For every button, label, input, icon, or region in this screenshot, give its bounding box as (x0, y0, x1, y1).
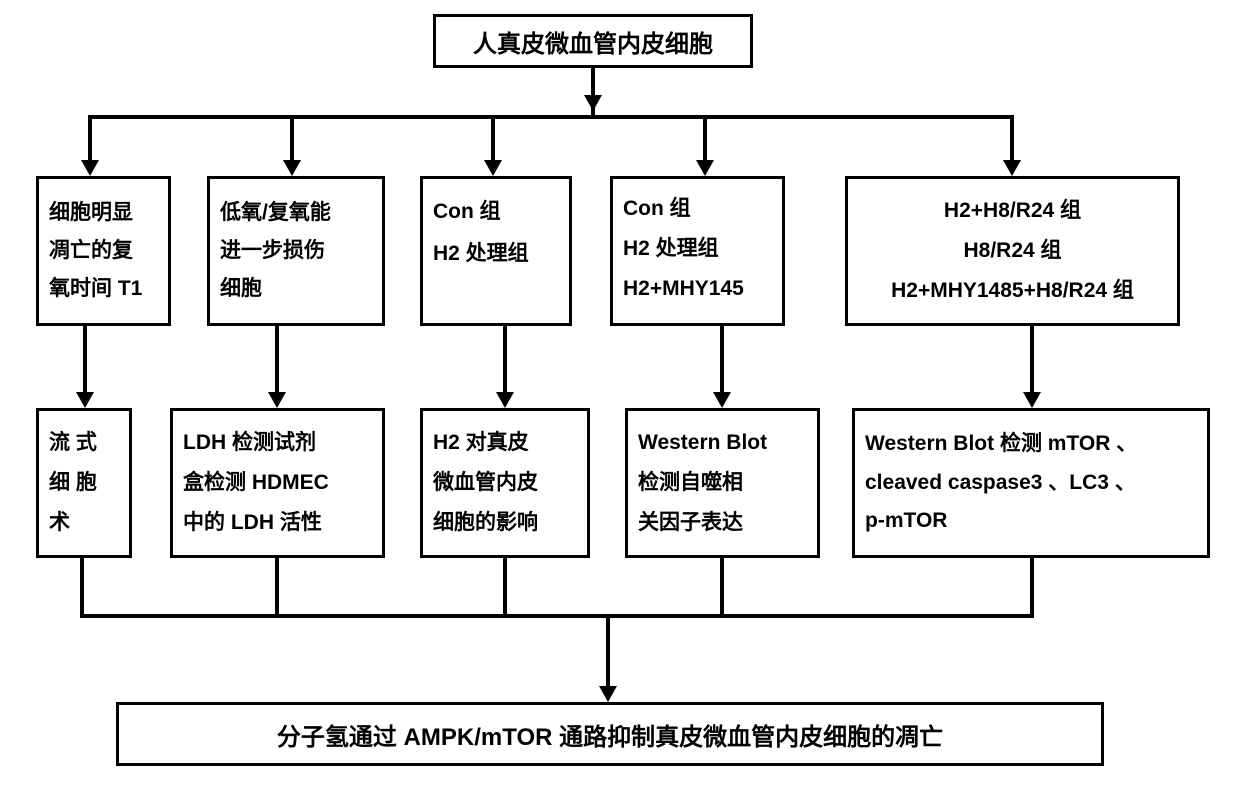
text: Con 组 (433, 191, 559, 233)
text: H2 处理组 (623, 229, 772, 269)
text: H2+MHY145 (623, 269, 772, 309)
arrow (696, 160, 714, 176)
connector (275, 558, 279, 618)
text: 细胞的影响 (433, 503, 577, 543)
arrow (268, 392, 286, 408)
bot-node-5: Western Blot 检测 mTOR 、 cleaved caspase3 … (852, 408, 1210, 558)
text: 氧时间 T1 (49, 270, 158, 308)
arrow (1023, 392, 1041, 408)
mid-node-2: 低氧/复氧能 进一步损伤 细胞 (207, 176, 385, 326)
final-node: 分子氢通过 AMPK/mTOR 通路抑制真皮微血管内皮细胞的凋亡 (116, 702, 1104, 766)
bot-node-2: LDH 检测试剂 盒检测 HDMEC 中的 LDH 活性 (170, 408, 385, 558)
text: H2 对真皮 (433, 423, 577, 463)
bot-node-3: H2 对真皮 微血管内皮 细胞的影响 (420, 408, 590, 558)
connector (720, 558, 724, 618)
text: LDH 检测试剂 (183, 423, 372, 463)
arrow (599, 686, 617, 702)
text: p-mTOR (865, 502, 1197, 541)
bot-node-4: Western Blot 检测自噬相 关因子表达 (625, 408, 820, 558)
mid-node-5: H2+H8/R24 组 H8/R24 组 H2+MHY1485+H8/R24 组 (845, 176, 1180, 326)
arrow (81, 160, 99, 176)
text: 中的 LDH 活性 (183, 503, 372, 543)
arrow (496, 392, 514, 408)
arrow (484, 160, 502, 176)
connector (1030, 326, 1034, 394)
text: 流 式 (49, 423, 119, 463)
text: 凋亡的复 (49, 232, 158, 270)
text: 细 胞 (49, 463, 119, 503)
text: 盒检测 HDMEC (183, 463, 372, 503)
connector (491, 115, 495, 162)
root-text: 人真皮微血管内皮细胞 (473, 24, 713, 59)
connector (720, 326, 724, 394)
connector (1030, 558, 1034, 618)
connector (290, 115, 294, 162)
connector (88, 115, 92, 162)
text: cleaved caspase3 、LC3 、 (865, 464, 1197, 503)
mid-node-1: 细胞明显 凋亡的复 氧时间 T1 (36, 176, 171, 326)
text: 细胞明显 (49, 194, 158, 232)
text: 关因子表达 (638, 503, 807, 543)
text: H2 处理组 (433, 233, 559, 275)
connector (1010, 115, 1014, 162)
mid-node-4: Con 组 H2 处理组 H2+MHY145 (610, 176, 785, 326)
arrow (76, 392, 94, 408)
arrow (1003, 160, 1021, 176)
connector (503, 326, 507, 394)
connector (83, 326, 87, 394)
connector (606, 614, 610, 688)
text: Western Blot 检测 mTOR 、 (865, 425, 1197, 464)
text: H8/R24 组 (963, 231, 1061, 271)
connector (80, 558, 84, 618)
connector (703, 115, 707, 162)
text: H2+H8/R24 组 (944, 191, 1081, 231)
text: 低氧/复氧能 (220, 194, 372, 232)
text: 细胞 (220, 270, 372, 308)
text: Western Blot (638, 423, 807, 463)
text: 进一步损伤 (220, 232, 372, 270)
text: 微血管内皮 (433, 463, 577, 503)
mid-node-3: Con 组 H2 处理组 (420, 176, 572, 326)
arrow (283, 160, 301, 176)
text: H2+MHY1485+H8/R24 组 (891, 271, 1134, 311)
text: 术 (49, 503, 119, 543)
connector (88, 115, 1014, 119)
arrow (584, 95, 602, 111)
connector (275, 326, 279, 394)
final-text: 分子氢通过 AMPK/mTOR 通路抑制真皮微血管内皮细胞的凋亡 (277, 717, 943, 752)
connector (80, 614, 1034, 618)
arrow (713, 392, 731, 408)
connector (503, 558, 507, 618)
text: Con 组 (623, 189, 772, 229)
bot-node-1: 流 式 细 胞 术 (36, 408, 132, 558)
text: 检测自噬相 (638, 463, 807, 503)
root-node: 人真皮微血管内皮细胞 (433, 14, 753, 68)
